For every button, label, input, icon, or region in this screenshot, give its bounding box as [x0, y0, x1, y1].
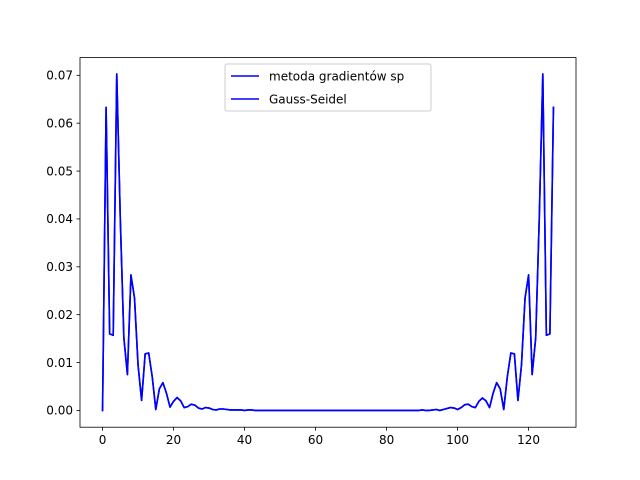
series-layer: [101, 73, 555, 412]
y-tick-label: 0.00: [46, 404, 73, 418]
y-tick-label: 0.07: [46, 69, 73, 83]
plot-frame: [79, 57, 577, 428]
legend: metoda gradientów sp Gauss-Seidel: [224, 63, 432, 112]
x-tick-label: 60: [308, 433, 323, 447]
legend-box: [224, 63, 432, 112]
y-tick-label: 0.02: [46, 308, 73, 322]
x-tick-label: 120: [517, 433, 540, 447]
y-axis: 0.00 0.01 0.02 0.03 0.04 0.05 0.06 0.07: [46, 69, 80, 418]
y-tick-label: 0.05: [46, 164, 73, 178]
legend-label-metoda-gradientow: metoda gradientów sp: [269, 70, 404, 84]
x-tick-label: 40: [237, 433, 252, 447]
series-line-1: [101, 73, 555, 412]
x-tick-label: 20: [166, 433, 181, 447]
x-axis: 0 20 40 60 80 100 120: [99, 427, 540, 447]
y-tick-label: 0.03: [46, 260, 73, 274]
x-tick-label: 0: [99, 433, 107, 447]
y-tick-label: 0.06: [46, 116, 73, 130]
y-tick-label: 0.01: [46, 356, 73, 370]
x-tick-label: 100: [446, 433, 469, 447]
legend-label-gauss-seidel: Gauss-Seidel: [269, 93, 347, 107]
x-tick-label: 80: [379, 433, 394, 447]
y-tick-label: 0.04: [46, 212, 73, 226]
